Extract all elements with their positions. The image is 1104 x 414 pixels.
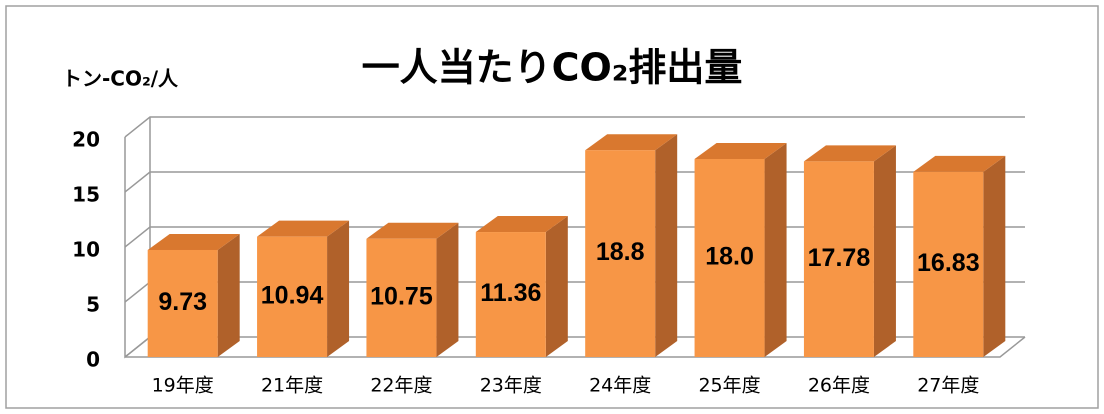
bar-top (475, 216, 568, 233)
data-label: 18.8 (596, 238, 645, 266)
bar (147, 249, 218, 357)
bar (366, 238, 437, 357)
bar-top (803, 145, 896, 162)
x-tick-label: 24年度 (589, 375, 651, 397)
bar-side (327, 220, 350, 357)
bar-top (913, 155, 1006, 172)
y-tick-label: 15 (72, 183, 100, 207)
bar-side (873, 145, 896, 357)
bar-side (545, 216, 568, 357)
x-tick-label: 22年度 (370, 375, 432, 397)
data-label: 10.75 (370, 282, 433, 310)
bar-side (764, 143, 787, 357)
x-tick-label: 26年度 (808, 375, 870, 397)
y-tick-label: 10 (72, 238, 100, 262)
y-tick-label: 20 (72, 128, 100, 152)
x-tick-label: 23年度 (480, 375, 542, 397)
data-label: 11.36 (480, 279, 541, 307)
bar-side (655, 134, 678, 357)
bar-top (147, 233, 240, 250)
data-label: 17.78 (808, 244, 871, 272)
x-tick-label: 25年度 (698, 375, 760, 397)
bar (803, 161, 874, 357)
y-tick-label: 5 (86, 293, 100, 317)
grid-line (124, 116, 1025, 138)
bar (585, 150, 656, 357)
data-label: 9.73 (158, 288, 207, 316)
data-label: 16.83 (917, 249, 980, 277)
bar-top (366, 222, 459, 239)
x-tick-label: 21年度 (261, 375, 323, 397)
bar-side (983, 155, 1006, 357)
chart-title: 一人当たりCO₂排出量 (362, 46, 743, 90)
data-label: 10.94 (261, 281, 324, 309)
x-tick-label: 27年度 (917, 375, 979, 397)
bar (475, 232, 546, 357)
bar (257, 236, 328, 357)
bar (694, 159, 765, 357)
bar-side (436, 222, 459, 357)
bar (913, 171, 984, 357)
data-label: 18.0 (705, 243, 754, 271)
x-tick-label: 19年度 (152, 375, 214, 397)
y-axis-label: トン-CO₂/人 (62, 67, 179, 91)
bar-side (217, 233, 240, 357)
bar-top (257, 220, 350, 237)
bar-top (585, 134, 678, 151)
y-tick-label: 0 (86, 348, 100, 372)
bar-top (694, 143, 787, 159)
